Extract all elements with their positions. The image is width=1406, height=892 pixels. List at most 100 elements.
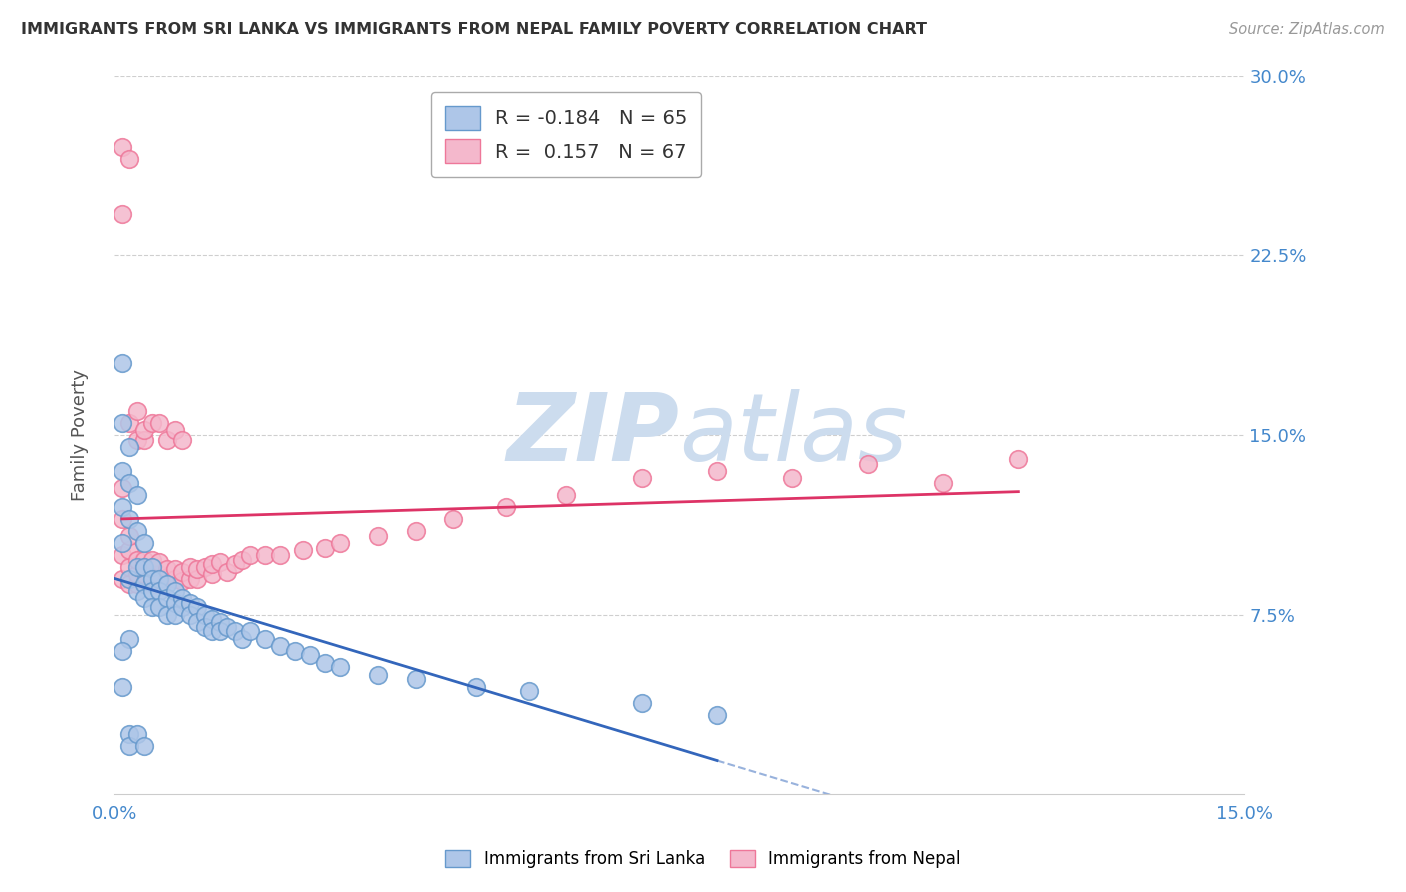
Point xyxy=(141,559,163,574)
Point xyxy=(111,416,134,430)
Point xyxy=(291,543,314,558)
Point xyxy=(517,684,540,698)
Point xyxy=(201,558,224,572)
Point xyxy=(217,620,239,634)
Point xyxy=(118,153,141,167)
Text: IMMIGRANTS FROM SRI LANKA VS IMMIGRANTS FROM NEPAL FAMILY POVERTY CORRELATION CH: IMMIGRANTS FROM SRI LANKA VS IMMIGRANTS … xyxy=(21,22,927,37)
Text: Source: ZipAtlas.com: Source: ZipAtlas.com xyxy=(1229,22,1385,37)
Point xyxy=(706,464,728,478)
Point xyxy=(630,471,652,485)
Point xyxy=(125,404,148,418)
Point xyxy=(111,140,134,154)
Point xyxy=(125,559,148,574)
Point xyxy=(186,572,208,586)
Point xyxy=(314,541,336,555)
Point xyxy=(141,600,163,615)
Point xyxy=(134,552,156,566)
Point xyxy=(231,552,253,566)
Point xyxy=(125,524,148,538)
Point xyxy=(201,566,224,581)
Point xyxy=(141,566,163,581)
Point xyxy=(163,423,186,437)
Point xyxy=(194,620,217,634)
Point xyxy=(208,555,231,569)
Point xyxy=(856,457,879,471)
Legend: Immigrants from Sri Lanka, Immigrants from Nepal: Immigrants from Sri Lanka, Immigrants fr… xyxy=(439,843,967,875)
Point xyxy=(118,475,141,490)
Point xyxy=(125,566,148,581)
Point xyxy=(118,727,141,741)
Point xyxy=(111,643,134,657)
Point xyxy=(314,656,336,670)
Point xyxy=(299,648,322,663)
Point xyxy=(141,583,163,598)
Point xyxy=(118,739,141,754)
Point xyxy=(111,512,134,526)
Point xyxy=(441,512,464,526)
Point xyxy=(156,433,179,447)
Point xyxy=(156,572,179,586)
Point xyxy=(148,572,170,586)
Point xyxy=(170,600,193,615)
Point xyxy=(148,555,170,569)
Point xyxy=(118,528,141,542)
Point xyxy=(269,548,291,562)
Point xyxy=(134,591,156,605)
Point xyxy=(179,596,201,610)
Point xyxy=(148,583,170,598)
Point xyxy=(156,576,179,591)
Point xyxy=(141,572,163,586)
Point xyxy=(170,591,193,605)
Point xyxy=(156,607,179,622)
Point xyxy=(495,500,517,514)
Point xyxy=(163,583,186,598)
Point xyxy=(224,558,246,572)
Point xyxy=(163,596,186,610)
Point xyxy=(141,576,163,591)
Point xyxy=(194,559,217,574)
Point xyxy=(179,572,201,586)
Point xyxy=(239,624,262,639)
Point xyxy=(224,624,246,639)
Text: atlas: atlas xyxy=(679,390,907,481)
Point xyxy=(118,440,141,454)
Point xyxy=(405,524,427,538)
Point xyxy=(706,708,728,723)
Point xyxy=(118,512,141,526)
Point xyxy=(141,552,163,566)
Point xyxy=(253,632,276,646)
Point xyxy=(201,624,224,639)
Point xyxy=(217,565,239,579)
Point xyxy=(134,566,156,581)
Point xyxy=(118,416,141,430)
Point xyxy=(367,667,389,681)
Point xyxy=(170,565,193,579)
Point xyxy=(125,583,148,598)
Point xyxy=(367,528,389,542)
Point xyxy=(194,607,217,622)
Point xyxy=(239,548,262,562)
Point xyxy=(148,566,170,581)
Point xyxy=(148,416,170,430)
Point xyxy=(179,607,201,622)
Point xyxy=(782,471,804,485)
Point xyxy=(141,416,163,430)
Point xyxy=(186,615,208,629)
Point xyxy=(284,643,307,657)
Point xyxy=(125,727,148,741)
Point xyxy=(134,739,156,754)
Point xyxy=(170,433,193,447)
Y-axis label: Family Poverty: Family Poverty xyxy=(72,369,89,501)
Point xyxy=(118,572,141,586)
Point xyxy=(231,632,253,646)
Point xyxy=(932,475,955,490)
Point xyxy=(134,576,156,591)
Point xyxy=(464,680,486,694)
Point xyxy=(125,552,148,566)
Point xyxy=(208,624,231,639)
Point xyxy=(111,680,134,694)
Point xyxy=(186,562,208,576)
Point xyxy=(111,481,134,495)
Point xyxy=(118,576,141,591)
Point xyxy=(179,559,201,574)
